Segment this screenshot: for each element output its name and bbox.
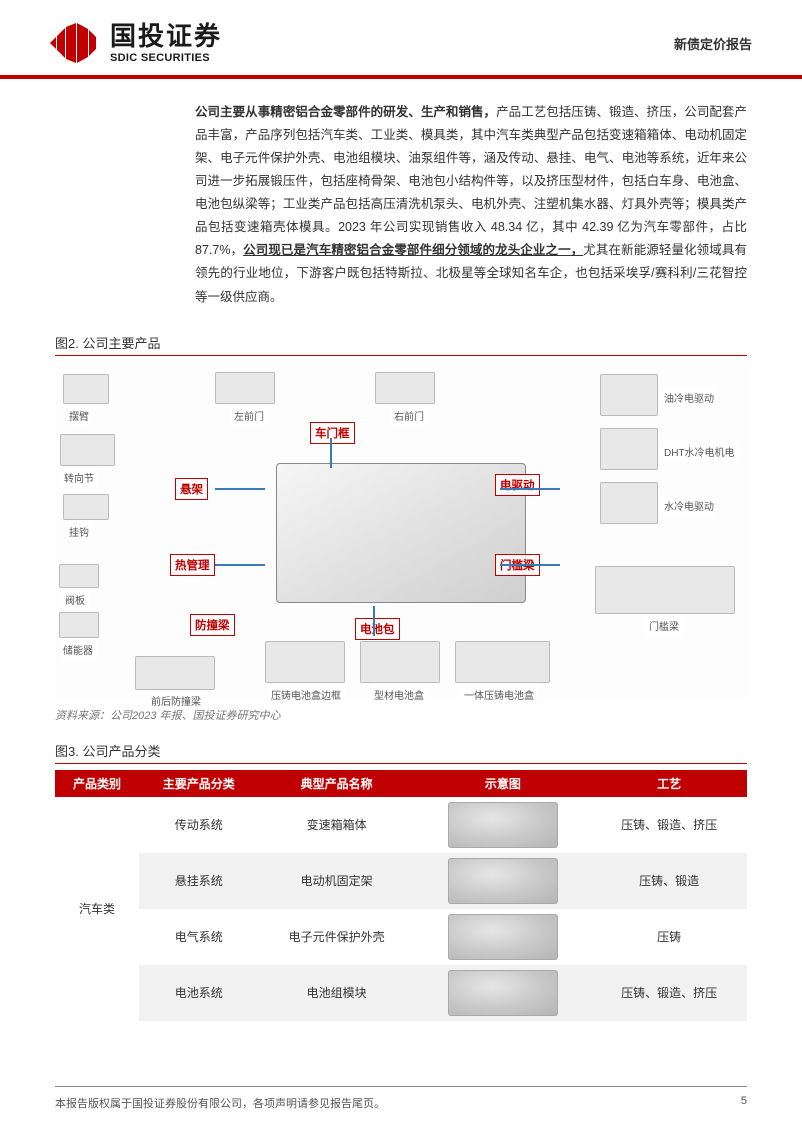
cell-name: 变速箱箱体 [259, 797, 415, 853]
label-door-l: 左前门 [230, 406, 268, 425]
cell-sub: 电池系统 [139, 965, 259, 1021]
label-hanger: 挂钩 [65, 522, 93, 541]
label-integrated-box: 一体压铸电池盒 [460, 685, 538, 704]
label-door-r: 右前门 [390, 406, 428, 425]
product-thumb [448, 858, 558, 904]
label-tank: 储能器 [59, 640, 97, 659]
page-header: 国投证券 SDIC SECURITIES 新债定价报告 [0, 0, 802, 79]
label-sill-part: 门槛梁 [645, 616, 683, 635]
brand-name-cn: 国投证券 [110, 22, 222, 52]
col-process: 工艺 [591, 770, 747, 797]
part-integrated-box [455, 641, 550, 683]
part-door-r [375, 372, 435, 404]
label-cast-frame: 压铸电池盒边框 [267, 685, 345, 704]
cell-process: 压铸 [591, 909, 747, 965]
table-header-row: 产品类别 主要产品分类 典型产品名称 示意图 工艺 [55, 770, 747, 797]
footer-copyright: 本报告版权属于国投证券股份有限公司，各项声明请参见报告尾页。 [55, 1095, 385, 1111]
figure3-table-wrap: 产品类别 主要产品分类 典型产品名称 示意图 工艺 汽车类 传动系统 变速箱箱体… [55, 770, 747, 1021]
table-row: 悬挂系统 电动机固定架 压铸、锻造 [55, 853, 747, 909]
label-thermal: 热管理 [170, 554, 215, 576]
label-battery-pack: 电池包 [355, 618, 400, 640]
part-steering [60, 434, 115, 466]
connector [330, 438, 332, 468]
label-e-drive: 电驱动 [495, 474, 540, 496]
cell-name: 电动机固定架 [259, 853, 415, 909]
cell-category: 汽车类 [55, 797, 139, 1021]
part-profile-box [360, 641, 440, 683]
para-body-1: 产品工艺包括压铸、锻造、挤压，公司配套产品丰富，产品序列包括汽车类、工业类、模具… [195, 105, 747, 258]
label-door-frame: 车门框 [310, 422, 355, 444]
logo-icon [50, 23, 96, 63]
connector [500, 564, 560, 566]
label-profile-box: 型材电池盒 [370, 685, 428, 704]
col-subclass: 主要产品分类 [139, 770, 259, 797]
cell-sub: 电气系统 [139, 909, 259, 965]
label-arm: 摆臂 [65, 406, 93, 425]
product-table: 产品类别 主要产品分类 典型产品名称 示意图 工艺 汽车类 传动系统 变速箱箱体… [55, 770, 747, 1021]
part-door-l [215, 372, 275, 404]
part-front-crash [135, 656, 215, 690]
cell-image [414, 797, 591, 853]
cell-name: 电子元件保护外壳 [259, 909, 415, 965]
table-row: 电池系统 电池组模块 压铸、锻造、挤压 [55, 965, 747, 1021]
para-underline: 公司现已是汽车精密铝合金零部件细分领域的龙头企业之一， [243, 243, 583, 257]
col-product-name: 典型产品名称 [259, 770, 415, 797]
cell-process: 压铸、锻造、挤压 [591, 797, 747, 853]
figure2-diagram: 摆臂 转向节 挂钩 阀板 储能器 前后防撞梁 左前门 右前门 油冷电驱动 DHT… [55, 366, 747, 701]
part-dht [600, 428, 658, 470]
product-thumb [448, 970, 558, 1016]
label-suspension: 悬架 [175, 478, 208, 500]
footer-page-number: 5 [741, 1095, 747, 1111]
connector [500, 488, 560, 490]
doc-type-label: 新债定价报告 [674, 34, 752, 53]
col-category: 产品类别 [55, 770, 139, 797]
part-tank [59, 612, 99, 638]
part-oil-cool [600, 374, 658, 416]
connector [215, 564, 265, 566]
figure3-title: 图3. 公司产品分类 [55, 741, 747, 764]
part-cast-frame [265, 641, 345, 683]
label-valve: 阀板 [61, 590, 89, 609]
label-dht: DHT水冷电机电 [660, 442, 739, 461]
cell-image [414, 965, 591, 1021]
para-lead: 公司主要从事精密铝合金零部件的研发、生产和销售， [195, 105, 496, 119]
label-front-crash: 前后防撞梁 [147, 691, 205, 710]
col-image: 示意图 [414, 770, 591, 797]
cell-image [414, 853, 591, 909]
label-water-cool: 水冷电驱动 [660, 496, 718, 515]
table-row: 电气系统 电子元件保护外壳 压铸 [55, 909, 747, 965]
connector [373, 606, 375, 636]
cell-sub: 传动系统 [139, 797, 259, 853]
part-valve [59, 564, 99, 588]
figure2-title: 图2. 公司主要产品 [55, 333, 747, 356]
product-thumb [448, 914, 558, 960]
part-hanger [63, 494, 109, 520]
product-thumb [448, 802, 558, 848]
cell-sub: 悬挂系统 [139, 853, 259, 909]
part-water-cool [600, 482, 658, 524]
part-sill [595, 566, 735, 614]
part-arm [63, 374, 109, 404]
brand-name-en: SDIC SECURITIES [110, 52, 222, 65]
page-footer: 本报告版权属于国投证券股份有限公司，各项声明请参见报告尾页。 5 [55, 1086, 747, 1111]
table-row: 汽车类 传动系统 变速箱箱体 压铸、锻造、挤压 [55, 797, 747, 853]
car-chassis-image [276, 463, 526, 603]
label-oil-cool: 油冷电驱动 [660, 388, 718, 407]
cell-name: 电池组模块 [259, 965, 415, 1021]
connector [215, 488, 265, 490]
label-crash-beam: 防撞梁 [190, 614, 235, 636]
cell-process: 压铸、锻造、挤压 [591, 965, 747, 1021]
label-steering: 转向节 [60, 468, 98, 487]
cell-process: 压铸、锻造 [591, 853, 747, 909]
brand-logo: 国投证券 SDIC SECURITIES [50, 22, 222, 65]
main-paragraph: 公司主要从事精密铝合金零部件的研发、生产和销售，产品工艺包括压铸、锻造、挤压，公… [0, 79, 802, 319]
cell-image [414, 909, 591, 965]
